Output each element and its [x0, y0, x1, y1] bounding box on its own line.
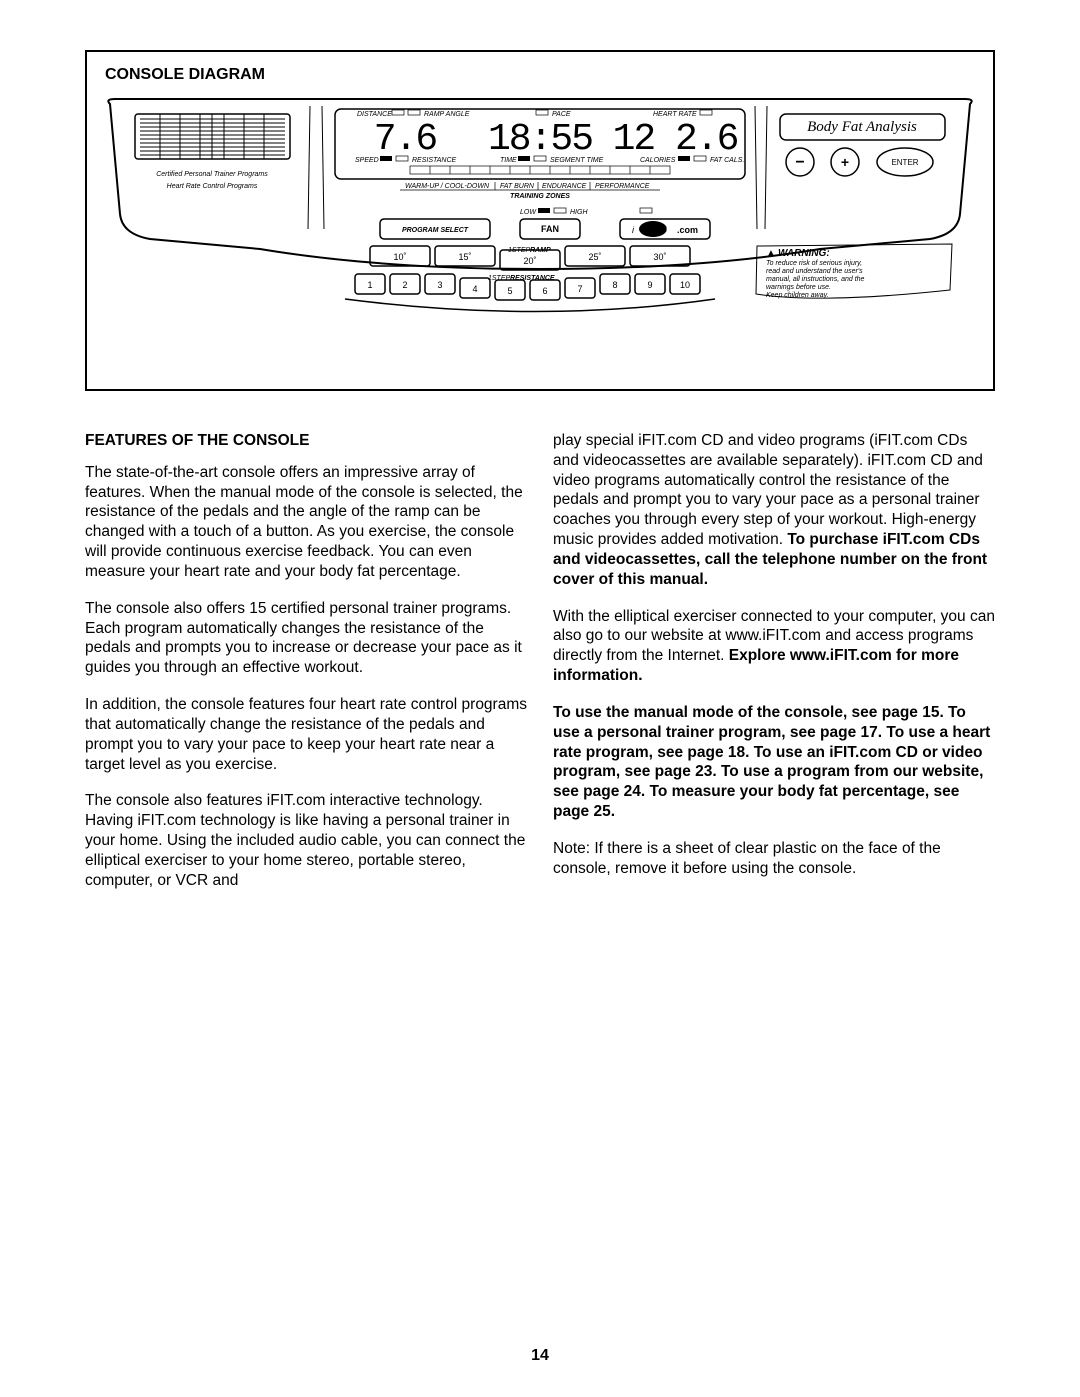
resistance-row: 1 2 3 4 5 6 7 8 9 10 1STEP RESI	[355, 274, 700, 300]
warning-box: ▲ WARNING: To reduce risk of serious inj…	[756, 244, 952, 299]
svg-text:PACE: PACE	[552, 111, 571, 118]
svg-text:.com: .com	[677, 225, 698, 235]
svg-text:ENTER: ENTER	[891, 158, 918, 167]
para-7: Note: If there is a sheet of clear plast…	[553, 839, 995, 879]
para-5: With the elliptical exerciser connected …	[553, 607, 995, 686]
svg-text:FAN: FAN	[541, 224, 559, 234]
svg-text:2: 2	[402, 280, 407, 290]
para-2: The console also offers 15 certified per…	[85, 599, 527, 678]
features-heading: FEATURES OF THE CONSOLE	[85, 431, 527, 451]
diagram-title: CONSOLE DIAGRAM	[87, 52, 993, 94]
svg-text:PROGRAM SELECT: PROGRAM SELECT	[402, 227, 469, 234]
svg-text:RESISTANCE: RESISTANCE	[412, 157, 457, 164]
para-4b: play special iFIT.com CD and video progr…	[553, 431, 995, 590]
svg-text:20˚: 20˚	[523, 256, 536, 266]
svg-text:SPEED: SPEED	[355, 157, 379, 164]
svg-text:TIME: TIME	[500, 157, 517, 164]
svg-text:1STEP: 1STEP	[508, 247, 531, 254]
lcd-left: 7.6	[374, 118, 437, 161]
para-4a: The console also features iFIT.com inter…	[85, 791, 527, 890]
svg-text:8: 8	[612, 280, 617, 290]
body-text: FEATURES OF THE CONSOLE The state-of-the…	[85, 431, 995, 902]
svg-text:25˚: 25˚	[588, 252, 601, 262]
ramp-row: 10˚ 15˚ 20˚ 25˚ 30˚ 1STEP RAMP	[370, 246, 690, 270]
svg-text:HIGH: HIGH	[570, 209, 588, 216]
svg-text:+: +	[841, 154, 849, 170]
svg-text:LOW: LOW	[520, 209, 537, 216]
svg-text:9: 9	[647, 280, 652, 290]
svg-text:CALORIES: CALORIES	[640, 157, 676, 164]
svg-text:To reduce risk of serious inju: To reduce risk of serious injury,	[766, 260, 862, 267]
svg-text:RAMP ANGLE: RAMP ANGLE	[424, 111, 470, 118]
svg-text:15˚: 15˚	[458, 252, 471, 262]
svg-text:ENDURANCE: ENDURANCE	[542, 183, 587, 190]
left-panel-line2: Heart Rate Control Programs	[167, 183, 258, 190]
left-panel-line1: Certified Personal Trainer Programs	[156, 171, 268, 178]
svg-text:7: 7	[577, 284, 582, 294]
console-diagram-box: CONSOLE DIAGRAM Certified Pe	[85, 50, 995, 391]
svg-text:10: 10	[680, 280, 690, 290]
svg-text:1: 1	[367, 280, 372, 290]
svg-text:1STEP: 1STEP	[488, 275, 511, 282]
body-fat-title: Body Fat Analysis	[807, 119, 917, 135]
svg-text:WARM-UP / COOL-DOWN: WARM-UP / COOL-DOWN	[405, 183, 490, 190]
console-svg: Certified Personal Trainer Programs Hear…	[97, 94, 983, 354]
svg-text:10˚: 10˚	[393, 252, 406, 262]
svg-text:DISTANCE: DISTANCE	[357, 111, 392, 118]
svg-text:read and understand the user's: read and understand the user's	[766, 268, 863, 275]
lcd-mid: 18:55	[488, 118, 592, 161]
svg-text:3: 3	[437, 280, 442, 290]
svg-text:RESISTANCE: RESISTANCE	[510, 275, 555, 282]
para-1: The state-of-the-art console offers an i…	[85, 463, 527, 582]
para-3: In addition, the console features four h…	[85, 695, 527, 774]
svg-text:▲: ▲	[766, 248, 776, 259]
svg-text:RAMP: RAMP	[530, 247, 551, 254]
svg-text:i: i	[632, 225, 635, 235]
svg-text:FAT CALS.: FAT CALS.	[710, 157, 744, 164]
svg-text:HEART RATE: HEART RATE	[653, 111, 697, 118]
svg-text:6: 6	[542, 286, 547, 296]
svg-text:Keep children away.: Keep children away.	[766, 292, 829, 299]
svg-text:4: 4	[472, 284, 477, 294]
console-diagram: Certified Personal Trainer Programs Hear…	[87, 94, 993, 389]
svg-text:manual, all instructions, and: manual, all instructions, and the	[766, 276, 865, 283]
svg-text:warnings before use.: warnings before use.	[766, 284, 831, 291]
svg-text:PERFORMANCE: PERFORMANCE	[595, 183, 650, 190]
svg-text:5: 5	[507, 286, 512, 296]
page-number: 14	[0, 1347, 1080, 1365]
svg-text:TRAINING ZONES: TRAINING ZONES	[510, 193, 570, 200]
lcd-right: 12 2.6	[613, 118, 738, 161]
svg-text:−: −	[795, 154, 804, 171]
svg-text:SEGMENT TIME: SEGMENT TIME	[550, 157, 604, 164]
svg-text:WARNING:: WARNING:	[778, 248, 830, 259]
svg-text:30˚: 30˚	[653, 252, 666, 262]
para-6: To use the manual mode of the console, s…	[553, 703, 995, 822]
svg-text:FAT BURN: FAT BURN	[500, 183, 535, 190]
